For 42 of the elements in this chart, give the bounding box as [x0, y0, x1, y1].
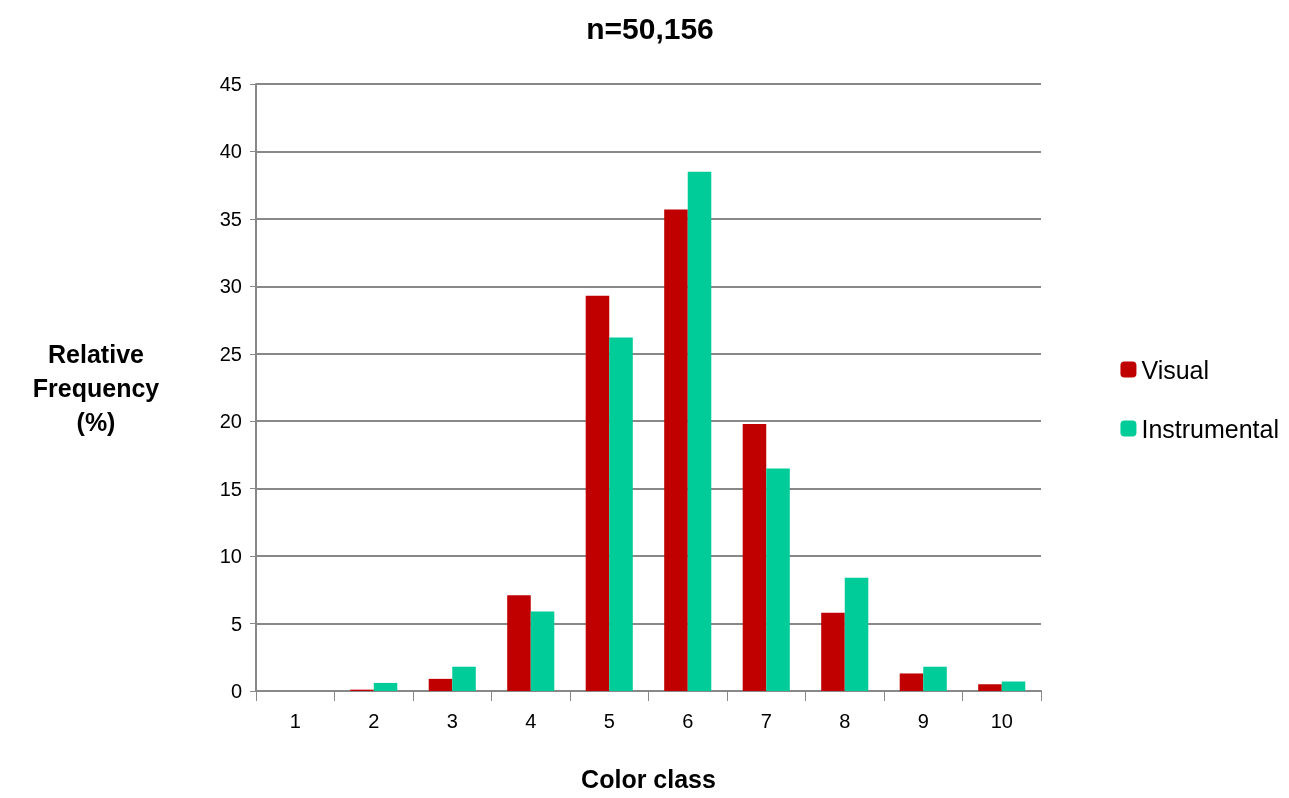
chart-title: n=50,156 — [586, 11, 714, 45]
y-axis-title: Relative Frequency (%) — [32, 339, 160, 436]
bar — [428, 678, 453, 691]
x-axis-title: Color class — [581, 764, 716, 793]
bar — [766, 468, 790, 691]
bar — [664, 209, 688, 691]
bar — [530, 611, 555, 691]
y-tick-label: 30 — [219, 275, 242, 298]
x-tick-label: 9 — [917, 710, 929, 732]
bar — [452, 666, 476, 691]
bar — [1001, 681, 1026, 691]
y-tick-label: 45 — [219, 73, 242, 95]
y-tick-label: 5 — [230, 612, 242, 635]
x-tick-label: 5 — [603, 710, 615, 732]
x-tick-label: 1 — [289, 710, 301, 732]
x-tick-label: 6 — [682, 710, 694, 732]
y-tick-label: 35 — [219, 207, 242, 230]
bar — [821, 612, 845, 691]
bar — [507, 595, 531, 691]
x-tick-label: 3 — [446, 710, 458, 732]
bar — [742, 423, 767, 691]
bar — [585, 295, 610, 691]
bar — [899, 673, 924, 691]
y-tick-label: 0 — [230, 680, 242, 702]
y-tick-label: 20 — [219, 410, 242, 433]
y-tick-label: 25 — [219, 342, 242, 365]
y-tick-label: 40 — [219, 140, 242, 163]
bar — [844, 577, 869, 691]
bar — [978, 684, 1002, 691]
x-tick-label: 7 — [760, 710, 772, 732]
legend-label: Instrumental — [1141, 414, 1279, 443]
x-tick-label: 8 — [839, 710, 851, 732]
bar — [609, 337, 633, 691]
bar — [687, 171, 712, 691]
x-tick-label: 4 — [525, 710, 537, 732]
bar — [923, 666, 947, 691]
legend-label: Visual — [1141, 355, 1210, 384]
x-tick-label: 2 — [368, 710, 380, 732]
bar — [373, 682, 398, 691]
y-tick-label: 15 — [219, 477, 242, 500]
x-tick-label: 10 — [990, 710, 1013, 732]
y-tick-label: 10 — [219, 545, 242, 568]
